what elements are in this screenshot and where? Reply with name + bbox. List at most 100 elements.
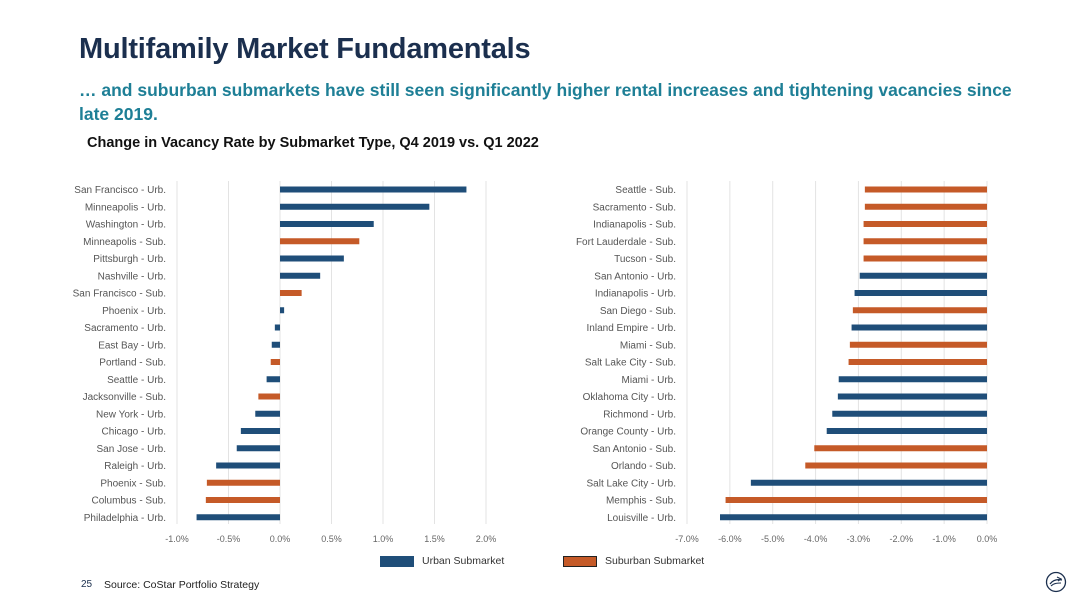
legend-urban: Urban Submarket (380, 555, 504, 567)
bar-suburban (270, 359, 280, 365)
category-label: Nashville - Urb. (98, 271, 166, 282)
category-label: San Jose - Urb. (97, 444, 166, 455)
bar-urban (851, 324, 987, 331)
category-label: Washington - Urb. (86, 220, 166, 231)
bar-urban (838, 376, 987, 383)
chart-left: -1.0% -0.5% 0.0% 0.5% 1.0% 1.5% 2.0% San Franci… (73, 181, 497, 544)
bar-urban (255, 410, 280, 417)
bar-urban (280, 272, 321, 279)
category-label: Fort Lauderdale - Sub. (576, 237, 676, 248)
bar-urban (280, 221, 374, 227)
bar-urban (280, 186, 467, 193)
category-label: East Bay - Urb. (98, 340, 166, 351)
category-label: Indianapolis - Urb. (595, 289, 676, 300)
category-label: Jacksonville - Sub. (83, 392, 166, 403)
category-label: San Antonio - Urb. (594, 271, 676, 282)
category-label: Seattle - Sub. (615, 185, 676, 196)
x-tick-label: -1.0% (165, 534, 189, 544)
bar-urban (854, 290, 987, 296)
bar-suburban (206, 479, 280, 486)
category-label: Sacramento - Urb. (84, 323, 166, 334)
bar-urban (236, 445, 280, 452)
category-label: Indianapolis - Sub. (593, 220, 676, 231)
x-tick-label: 0.0% (977, 534, 998, 544)
category-label: Miami - Sub. (620, 340, 676, 351)
bar-urban (826, 428, 987, 434)
x-tick-label: -6.0% (718, 534, 742, 544)
bar-urban (837, 393, 987, 400)
bar-suburban (725, 497, 987, 503)
bar-suburban (814, 445, 987, 452)
bar-suburban (205, 497, 280, 503)
category-label: San Francisco - Urb. (74, 185, 166, 196)
bar-urban (750, 479, 987, 486)
bar-urban (266, 376, 280, 383)
bar-suburban (258, 393, 280, 400)
bar-urban (216, 462, 280, 469)
bar-urban (720, 514, 987, 521)
category-label: Tucson - Sub. (614, 254, 676, 265)
legend-urban-swatch (380, 555, 414, 567)
company-logo-icon (1045, 571, 1067, 593)
category-label: Chicago - Urb. (102, 427, 166, 438)
chart-title: Change in Vacancy Rate by Submarket Type… (87, 135, 539, 151)
bar-urban (196, 514, 280, 521)
x-tick-label: 2.0% (476, 534, 497, 544)
category-label: Phoenix - Urb. (102, 306, 166, 317)
x-tick-label: -5.0% (761, 534, 785, 544)
page-subtitle: … and suburban submarkets have still see… (79, 80, 1012, 124)
bar-suburban (849, 341, 987, 348)
category-label: Minneapolis - Sub. (83, 237, 166, 248)
bar-suburban (863, 238, 987, 245)
x-tick-label: -1.0% (932, 534, 956, 544)
category-label: Sacramento - Sub. (593, 202, 676, 213)
bar-urban (274, 324, 280, 331)
category-label: Orlando - Sub. (611, 461, 676, 472)
x-tick-label: 0.0% (270, 534, 291, 544)
legend-suburban: Suburban Submarket (563, 555, 704, 567)
bar-suburban (280, 290, 302, 296)
bar-suburban (863, 255, 987, 262)
bar-urban (859, 272, 987, 279)
category-label: Inland Empire - Urb. (587, 323, 676, 334)
category-label: Orange County - Urb. (580, 427, 676, 438)
category-label: Salt Lake City - Urb. (587, 478, 676, 489)
category-label: San Francisco - Sub. (73, 289, 166, 300)
page-title: Multifamily Market Fundamentals (79, 33, 531, 65)
legend-urban-label: Urban Submarket (422, 555, 505, 567)
category-label: Richmond - Urb. (603, 409, 676, 420)
category-label: Oklahoma City - Urb. (583, 392, 676, 403)
bar-urban (271, 341, 280, 348)
category-label: Raleigh - Urb. (104, 461, 166, 472)
x-tick-label: -0.5% (217, 534, 241, 544)
bar-urban (280, 255, 344, 262)
category-label: Seattle - Urb. (107, 375, 166, 386)
bar-urban (240, 428, 280, 434)
category-label: Portland - Sub. (99, 358, 166, 369)
x-tick-label: 1.5% (424, 534, 445, 544)
category-label: San Antonio - Sub. (593, 444, 676, 455)
x-tick-label: -2.0% (890, 534, 914, 544)
x-tick-label: 1.0% (373, 534, 394, 544)
bar-suburban (852, 307, 987, 314)
x-tick-label: -3.0% (847, 534, 871, 544)
category-label: Louisville - Urb. (607, 513, 676, 524)
category-label: Phoenix - Sub. (100, 478, 166, 489)
chart-right: -7.0% -6.0% -5.0% -4.0% -3.0% -2.0% -1.0% 0.0% S… (576, 181, 997, 544)
category-label: Minneapolis - Urb. (85, 202, 166, 213)
bar-suburban (864, 203, 987, 210)
x-tick-label: -7.0% (675, 534, 699, 544)
source-note: Source: CoStar Portfolio Strategy (104, 579, 260, 591)
category-label: Philadelphia - Urb. (84, 513, 166, 524)
category-label: Memphis - Sub. (606, 496, 676, 507)
category-label: New York - Urb. (96, 409, 166, 420)
bar-suburban (863, 221, 987, 227)
legend-suburban-label: Suburban Submarket (605, 555, 705, 567)
x-tick-label: 0.5% (321, 534, 342, 544)
category-label: Salt Lake City - Sub. (585, 358, 676, 369)
legend-suburban-swatch (563, 555, 597, 567)
bar-urban (280, 307, 285, 314)
bar-urban (832, 410, 987, 417)
category-label: Pittsburgh - Urb. (93, 254, 166, 265)
